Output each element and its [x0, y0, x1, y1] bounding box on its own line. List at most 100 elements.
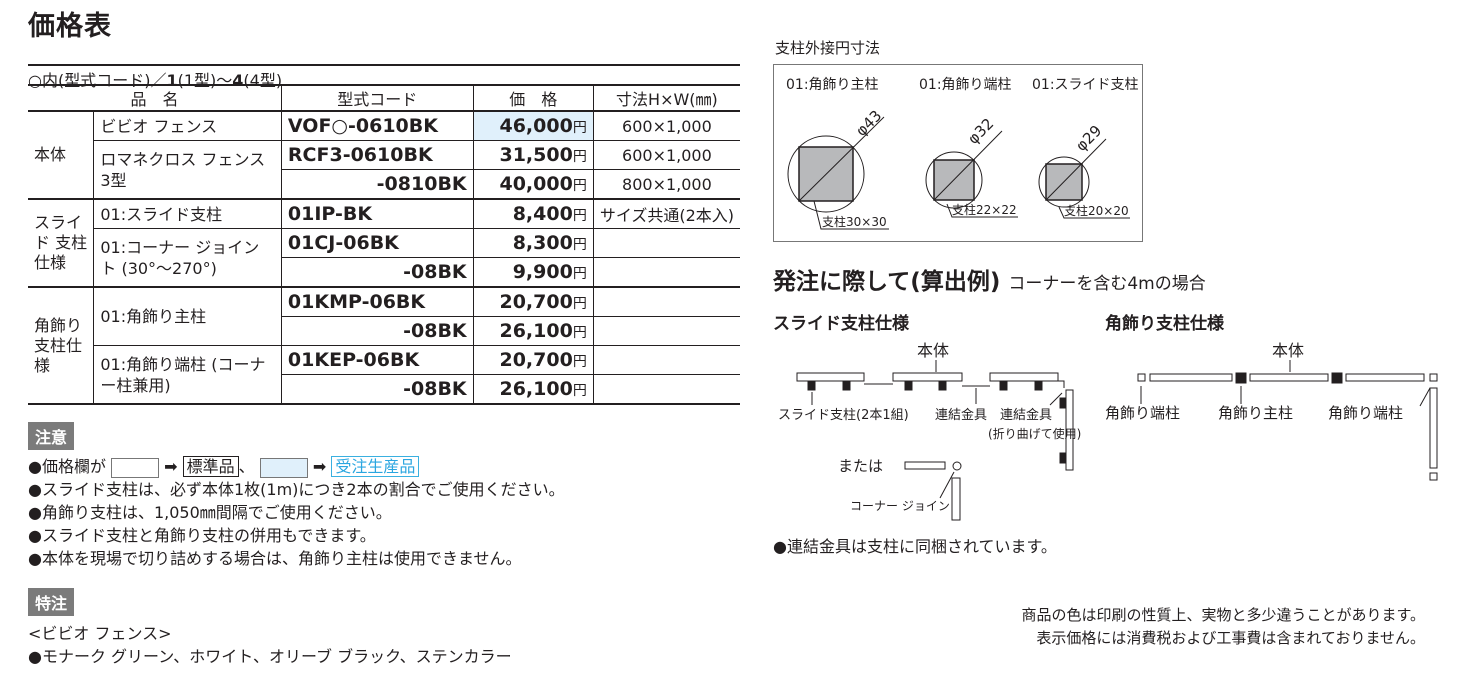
table-row: -08BK 26,100円	[28, 374, 740, 405]
joint-label: 連結金具	[935, 407, 987, 423]
price-cell: 26,100円	[472, 316, 594, 346]
model-code: 01IP-BK	[280, 198, 474, 229]
table-row: -0810BK 40,000円 800×1,000	[28, 169, 740, 200]
caution-item: ●スライド支柱は、必ず本体1枚(1m)につき2本の割合でご使用ください。	[28, 480, 565, 499]
slide-post-label: スライド支柱(2本1組)	[778, 408, 909, 423]
price-value: 46,000	[499, 115, 573, 137]
kazari-diagram: 本体 角飾り端柱 角飾り主柱 角飾り端柱	[1105, 341, 1438, 481]
column-header: 型式コード	[280, 84, 474, 112]
dim-name: 01:スライド支柱	[1032, 77, 1139, 93]
model-code: VOF○-0610BK	[280, 110, 474, 141]
column-header: 価 格	[472, 84, 594, 112]
price-cell: 8,300円	[472, 228, 594, 258]
dim-post: 支柱20×20	[1064, 203, 1129, 218]
end-post-label: 角飾り端柱	[1328, 404, 1403, 422]
yen-unit: 円	[572, 208, 587, 224]
model-code: -08BK	[281, 374, 474, 405]
arrow-icon: ➡	[312, 457, 327, 476]
price-cell: 20,700円	[472, 286, 594, 317]
size-cell: 600×1,000	[592, 140, 740, 170]
dim-name: 01:角飾り主柱	[786, 77, 879, 93]
order-title: 発注に際して(算出例)	[773, 269, 1001, 295]
yen-unit: 円	[572, 120, 587, 136]
table-row: ロマネクロス フェンス 3型 RCF3-0610BK 31,500円 600×1,00…	[28, 140, 740, 200]
yen-unit: 円	[572, 149, 587, 165]
product-name: 01:角飾り主柱	[93, 286, 282, 346]
size-cell	[592, 286, 740, 317]
legend-text: 、	[238, 457, 255, 476]
price-value: 31,500	[499, 144, 573, 166]
price-value: 40,000	[499, 173, 573, 195]
order-diagram: 本体 スライド支柱(2本1組) 連結金具 連結金具 (折り曲げて使用) または …	[778, 341, 1438, 521]
dim-post: 支柱30×30	[822, 214, 887, 229]
size-cell: 600×1,000	[592, 110, 740, 141]
table-row: -08BK 26,100円	[28, 316, 740, 346]
body-label: 本体	[1272, 341, 1304, 360]
order-made-label: 受注生産品	[331, 456, 420, 477]
footer-note: 表示価格には消費税および工事費は含まれておりません。	[1036, 629, 1425, 647]
product-name: ビビオ フェンス	[93, 110, 282, 141]
product-name: 01:角飾り端柱 (コーナー柱兼用)	[93, 345, 282, 405]
special-notes: <ビビオ フェンス> ●モナーク グリーン、ホワイト、オリーブ ブラック、ステン…	[28, 622, 512, 668]
kazari-heading: 角飾り支柱仕様	[1105, 314, 1224, 334]
price-value: 26,100	[499, 320, 573, 342]
model-code: 01KEP-06BK	[280, 345, 474, 375]
model-code: -08BK	[281, 316, 474, 346]
or-label: または	[838, 457, 883, 475]
order-swatch	[259, 457, 308, 478]
model-code: 01CJ-06BK	[280, 228, 474, 258]
price-value: 9,900	[512, 261, 573, 283]
price-value: 8,300	[512, 232, 573, 254]
price-value: 20,700	[499, 291, 573, 313]
table-row: -08BK 9,900円	[28, 257, 740, 288]
special-subtitle: <ビビオ フェンス>	[28, 624, 172, 643]
order-heading: 発注に際して(算出例) コーナーを含む4mの場合	[773, 262, 1206, 296]
table-row: 本体 ビビオ フェンス VOF○-0610BK 46,000円 600×1,000	[28, 110, 740, 200]
size-cell	[592, 257, 740, 288]
legend-text: ●価格欄が	[28, 457, 106, 476]
caution-item: ●角飾り支柱は、1,050㎜間隔でご使用ください。	[28, 503, 392, 522]
end-post-label: 角飾り端柱	[1105, 404, 1180, 422]
product-name: ロマネクロス フェンス 3型	[93, 140, 282, 200]
special-item: ●モナーク グリーン、ホワイト、オリーブ ブラック、ステンカラー	[28, 647, 512, 666]
joint-bent-note: (折り曲げて使用)	[988, 426, 1081, 441]
table-row: 01:コーナー ジョイント (30°〜270°) 01CJ-06BK 8,300円	[28, 228, 740, 288]
price-cell: 31,500円	[472, 140, 594, 170]
dim-end-post: 01:角飾り端柱 φ32 支柱22×22	[919, 77, 1018, 218]
main-post-label: 角飾り主柱	[1218, 404, 1293, 422]
subtitle-text: 4	[232, 71, 244, 90]
caution-notes: ●価格欄が ➡ 標準品、 ➡ 受注生産品 ●スライド支柱は、必ず本体1枚(1m)…	[28, 455, 565, 570]
dims-diagram: 01:角飾り主柱 φ43 支柱30×30 01:角飾り端柱 φ32 支柱22×2…	[786, 77, 1139, 230]
arrow-icon: ➡	[164, 457, 178, 476]
yen-unit: 円	[572, 178, 587, 194]
model-code: -08BK	[281, 257, 474, 288]
product-name: 01:コーナー ジョイント (30°〜270°)	[93, 228, 282, 288]
yen-unit: 円	[572, 266, 587, 282]
price-value: 8,400	[512, 203, 573, 225]
corner-joint-label: コーナー ジョイント	[850, 499, 962, 513]
price-cell: 46,000円	[472, 110, 594, 141]
group-label: 本体	[28, 110, 95, 200]
model-code: RCF3-0610BK	[280, 140, 474, 170]
special-tag: 特注	[28, 588, 75, 616]
yen-unit: 円	[572, 325, 587, 341]
column-header: 寸法H×W(㎜)	[592, 84, 740, 112]
table-header: 品 名型式コード価 格寸法H×W(㎜)	[28, 84, 740, 112]
price-value: 26,100	[499, 378, 573, 400]
caution-item: ●スライド支柱と角飾り支柱の併用もできます。	[28, 526, 376, 545]
dim-diameter: φ32	[964, 115, 997, 148]
table-row: 角飾り 支柱仕様 01:角飾り主柱 01KMP-06BK 20,700円	[28, 286, 740, 405]
body-label: 本体	[917, 341, 949, 360]
price-table: 品 名型式コード価 格寸法H×W(㎜) 本体 ビビオ フェンス VOF○-0610BK…	[28, 84, 740, 405]
table-row: スライド 支柱仕様 01:スライド支柱 01IP-BK 8,400円 サイズ共通(2本入…	[28, 198, 740, 288]
dim-diameter: φ29	[1072, 122, 1105, 155]
footer-note: 商品の色は印刷の性質上、実物と多少違うことがあります。	[1021, 606, 1425, 624]
dim-diameter: φ43	[852, 107, 885, 140]
standard-label: 標準品	[182, 456, 239, 477]
dims-box: 01:角飾り主柱 φ43 支柱30×30 01:角飾り端柱 φ32 支柱22×2…	[773, 64, 1143, 242]
price-value: 20,700	[499, 349, 573, 371]
subtitle-text: 1	[166, 71, 178, 90]
column-header: 品 名	[28, 84, 282, 112]
order-subtitle: コーナーを含む4mの場合	[1008, 274, 1206, 294]
size-cell	[592, 345, 740, 375]
